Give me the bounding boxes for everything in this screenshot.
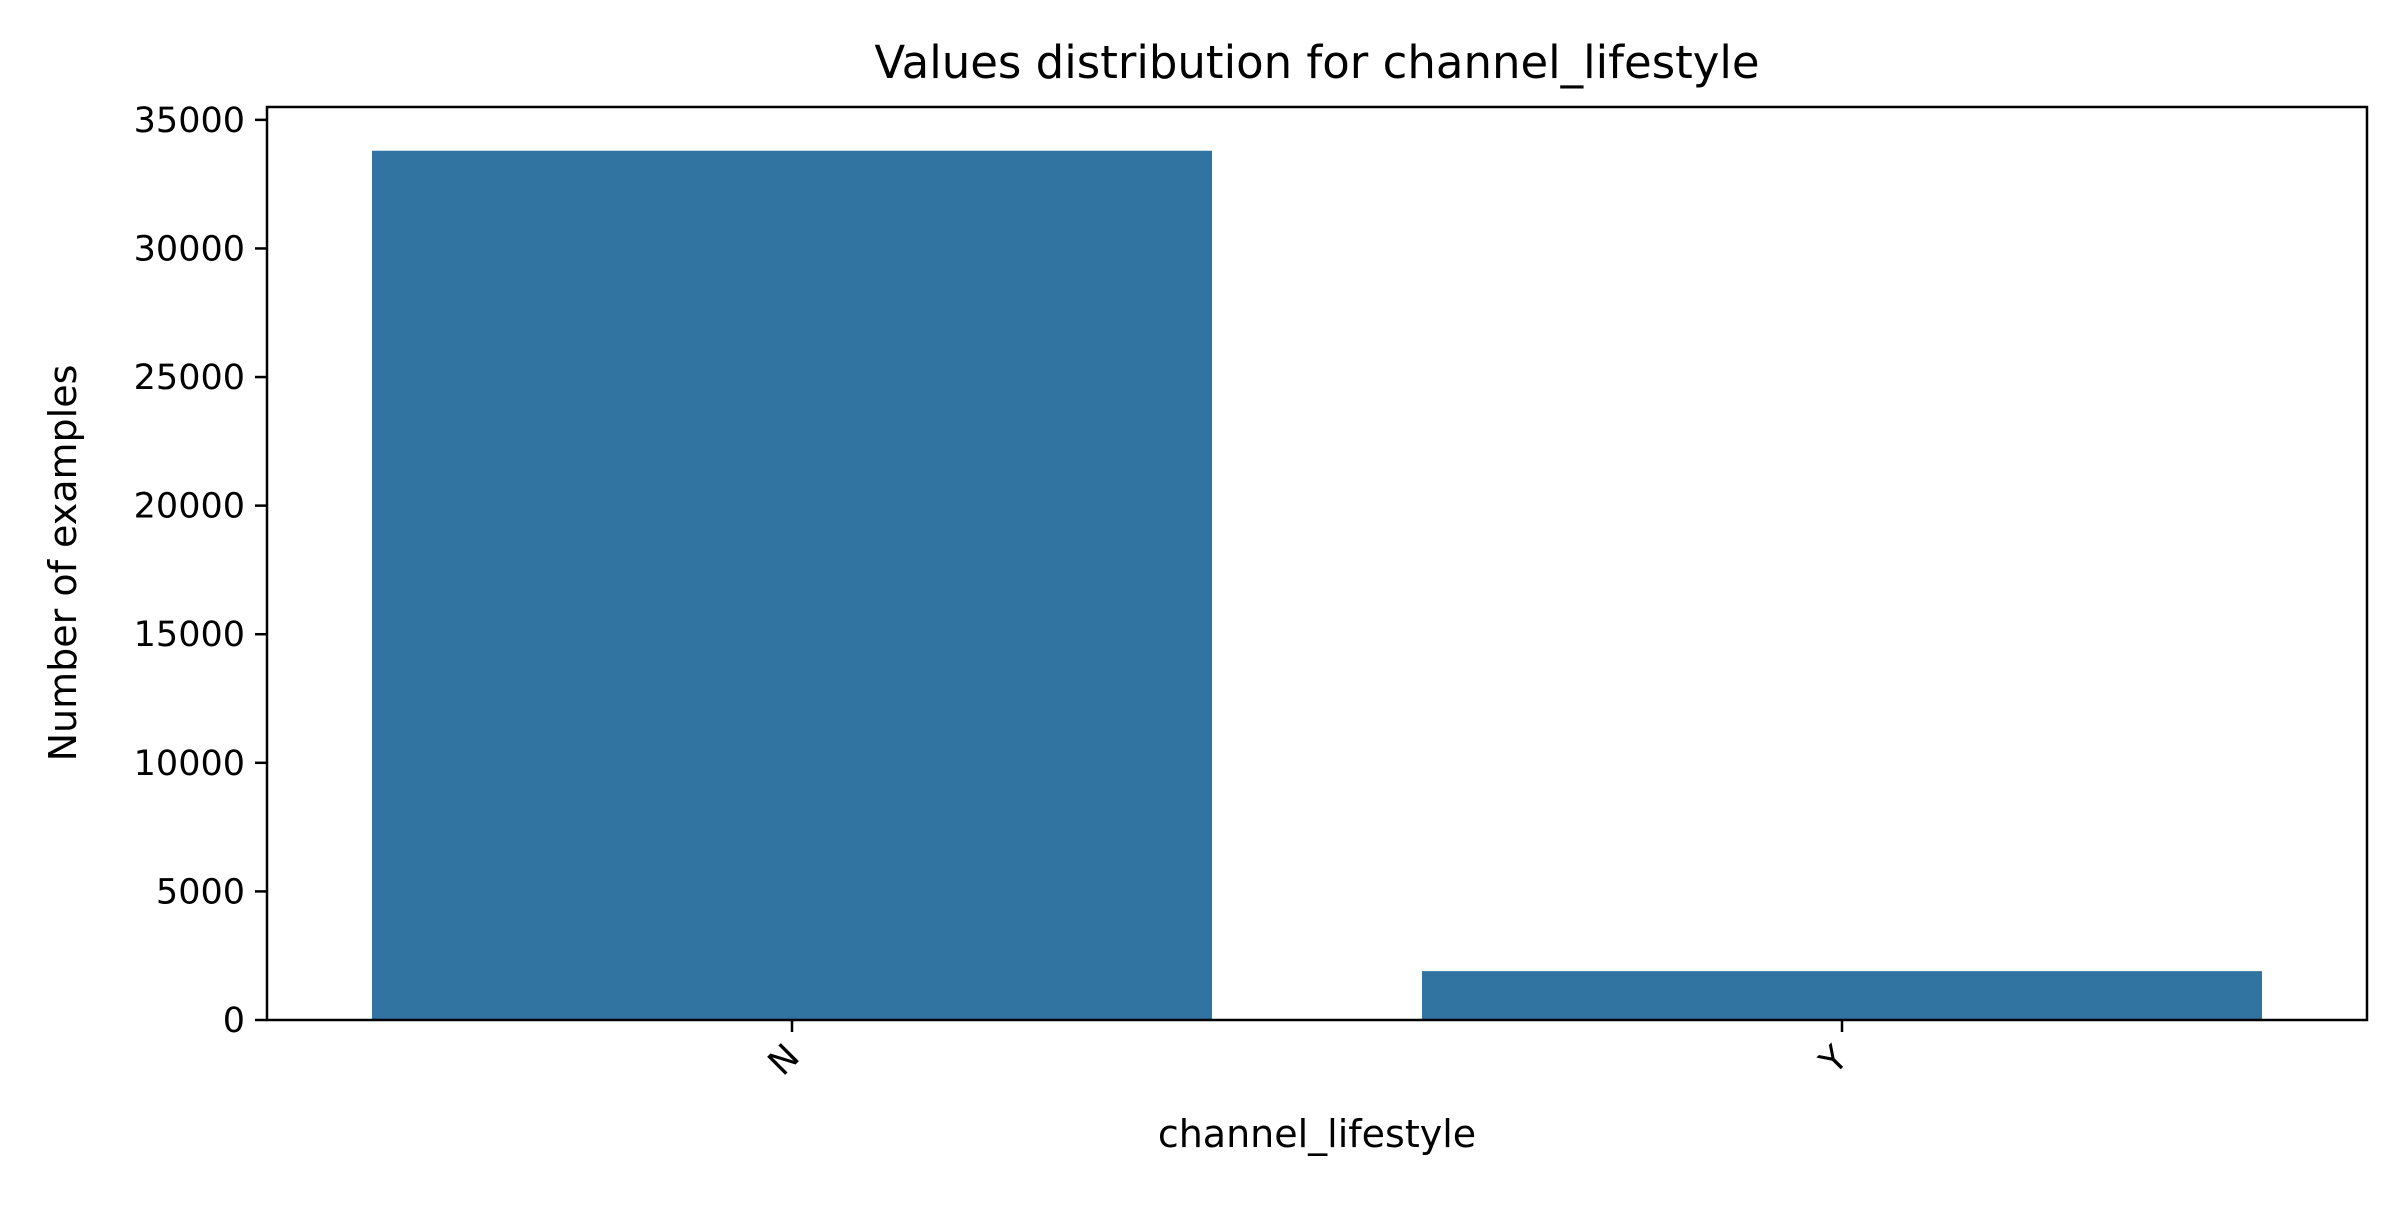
x-tick-label-n: N: [761, 1037, 808, 1084]
y-tick-label: 10000: [134, 744, 245, 784]
y-tick-label: 20000: [134, 487, 245, 527]
x-axis-label: channel_lifestyle: [1158, 1112, 1476, 1156]
plot-frame: [265, 105, 2369, 1022]
y-tick-label: 30000: [134, 229, 245, 269]
bars: [372, 150, 2262, 1020]
y-axis: 0 5000 10000 15000 20000 25000 30000 35000: [134, 101, 267, 1041]
y-tick-label: 35000: [134, 101, 245, 141]
y-tick-label: 5000: [156, 872, 245, 912]
chart-title: Values distribution for channel_lifestyl…: [874, 36, 1759, 89]
y-tick-label: 25000: [134, 358, 245, 398]
x-tick-label-y: Y: [1812, 1038, 1857, 1083]
y-axis-label: Number of examples: [41, 365, 85, 762]
bar-y: [1422, 971, 2262, 1020]
bar-n: [372, 150, 1212, 1020]
y-tick-label: 0: [223, 1001, 245, 1041]
y-tick-label: 15000: [134, 615, 245, 655]
